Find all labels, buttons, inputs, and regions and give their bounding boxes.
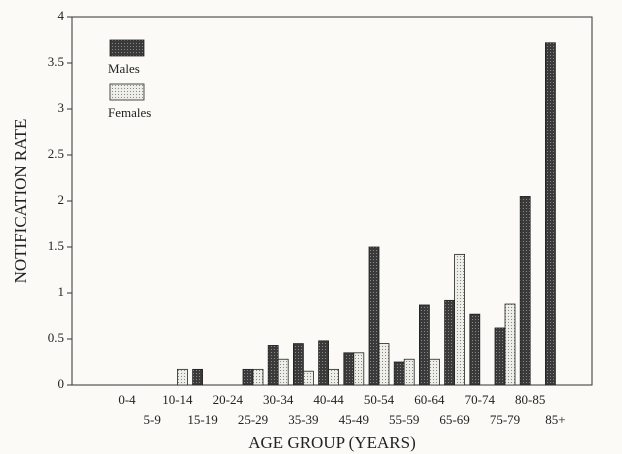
legend-swatch — [109, 39, 145, 57]
x-tick-label: 80-85 — [515, 392, 545, 407]
x-tick-label: 30-34 — [263, 392, 294, 407]
x-tick-label: 35-39 — [288, 412, 318, 427]
bar — [252, 368, 264, 386]
legend-label: Males — [108, 61, 140, 76]
bar — [545, 42, 556, 386]
bar — [267, 345, 279, 386]
x-tick-label: 50-54 — [364, 392, 395, 407]
y-tick-label: 2.5 — [48, 146, 64, 161]
y-axis-label: NOTIFICATION RATE — [11, 119, 30, 284]
x-tick-label: 40-44 — [313, 392, 344, 407]
bar — [428, 358, 440, 386]
x-tick-label: 25-29 — [238, 412, 268, 427]
bar — [192, 368, 204, 386]
bar — [454, 253, 466, 386]
x-tick-label: 60-64 — [414, 392, 445, 407]
legend-swatch — [109, 83, 145, 101]
y-tick-label: 0 — [58, 376, 65, 391]
x-tick-label: 0-4 — [118, 392, 136, 407]
bar — [378, 343, 390, 386]
bar — [343, 352, 355, 386]
y-tick-label: 2 — [58, 192, 65, 207]
y-tick-label: 0.5 — [48, 330, 64, 345]
x-axis-label: AGE GROUP (YEARS) — [248, 433, 416, 452]
y-tick-label: 1.5 — [48, 238, 64, 253]
y-tick-label: 1 — [58, 284, 65, 299]
legend-label: Females — [108, 105, 151, 120]
x-tick-label: 70-74 — [465, 392, 496, 407]
bar — [353, 352, 365, 386]
x-tick-label: 85+ — [545, 412, 565, 427]
bar — [504, 303, 516, 386]
bar — [242, 368, 254, 386]
bar — [418, 304, 430, 386]
y-tick-label: 4 — [58, 8, 65, 23]
bar — [444, 299, 456, 386]
y-tick-label: 3 — [58, 100, 65, 115]
bar — [292, 343, 304, 386]
bar — [277, 358, 289, 386]
y-tick-label: 3.5 — [48, 54, 64, 69]
bar — [328, 368, 340, 386]
x-tick-label: 75-79 — [490, 412, 520, 427]
x-tick-label: 65-69 — [439, 412, 469, 427]
x-tick-label: 15-19 — [187, 412, 217, 427]
bar — [176, 368, 188, 386]
x-tick-label: 10-14 — [162, 392, 193, 407]
bar — [519, 195, 531, 386]
bar — [393, 361, 405, 386]
bar — [318, 340, 330, 386]
bar — [494, 327, 506, 386]
x-tick-label: 5-9 — [144, 412, 161, 427]
bar — [403, 358, 415, 386]
x-tick-label: 55-59 — [389, 412, 419, 427]
bar — [368, 246, 380, 386]
bar — [469, 313, 481, 386]
x-tick-label: 45-49 — [339, 412, 369, 427]
x-tick-label: 20-24 — [213, 392, 244, 407]
bar — [302, 370, 314, 386]
